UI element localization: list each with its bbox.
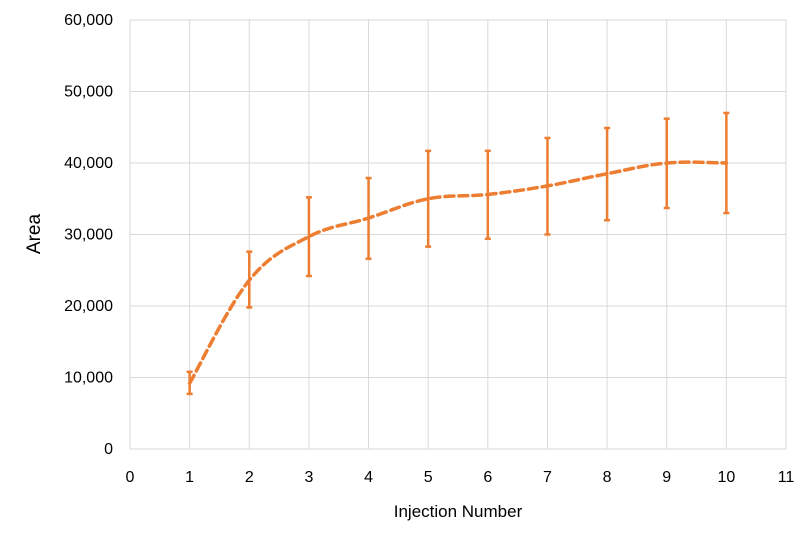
y-tick-label: 20,000: [64, 298, 113, 315]
data-point: [188, 381, 192, 385]
data-point: [247, 278, 251, 282]
x-tick-label: 2: [245, 469, 254, 486]
series-line: [187, 160, 729, 385]
x-tick-label: 4: [364, 469, 373, 486]
x-tick-label: 10: [717, 469, 735, 486]
y-tick-label: 30,000: [64, 227, 113, 244]
y-tick-label: 0: [104, 441, 113, 458]
x-tick-label: 6: [483, 469, 492, 486]
data-point: [724, 161, 728, 165]
y-tick-label: 10,000: [64, 370, 113, 387]
y-axis-title: Area: [24, 214, 45, 255]
data-point: [665, 161, 669, 165]
x-tick-label: 7: [543, 469, 552, 486]
grid-lines: [129, 19, 787, 450]
x-tick-labels: 0 1 2 3 4 5 6 7 8 9 10 11: [126, 469, 795, 486]
y-tick-label: 50,000: [64, 84, 113, 101]
y-tick-labels: 0 10,000 20,000 30,000 40,000 50,000 60,000: [64, 12, 113, 458]
data-point: [605, 172, 609, 176]
x-tick-label: 0: [126, 469, 135, 486]
y-tick-label: 40,000: [64, 155, 113, 172]
x-tick-label: 9: [662, 469, 671, 486]
data-point: [307, 235, 311, 239]
data-point: [426, 197, 430, 201]
x-tick-label: 11: [778, 469, 795, 486]
y-tick-label: 60,000: [64, 12, 113, 29]
x-tick-label: 3: [304, 469, 313, 486]
error-bars: [186, 111, 730, 396]
data-point: [486, 192, 490, 196]
data-series: [187, 160, 729, 385]
x-axis-title: Injection Number: [394, 502, 523, 521]
x-tick-label: 1: [185, 469, 194, 486]
data-point: [367, 216, 371, 220]
x-tick-label: 8: [603, 469, 612, 486]
data-point: [545, 184, 549, 188]
x-tick-label: 5: [424, 469, 433, 486]
